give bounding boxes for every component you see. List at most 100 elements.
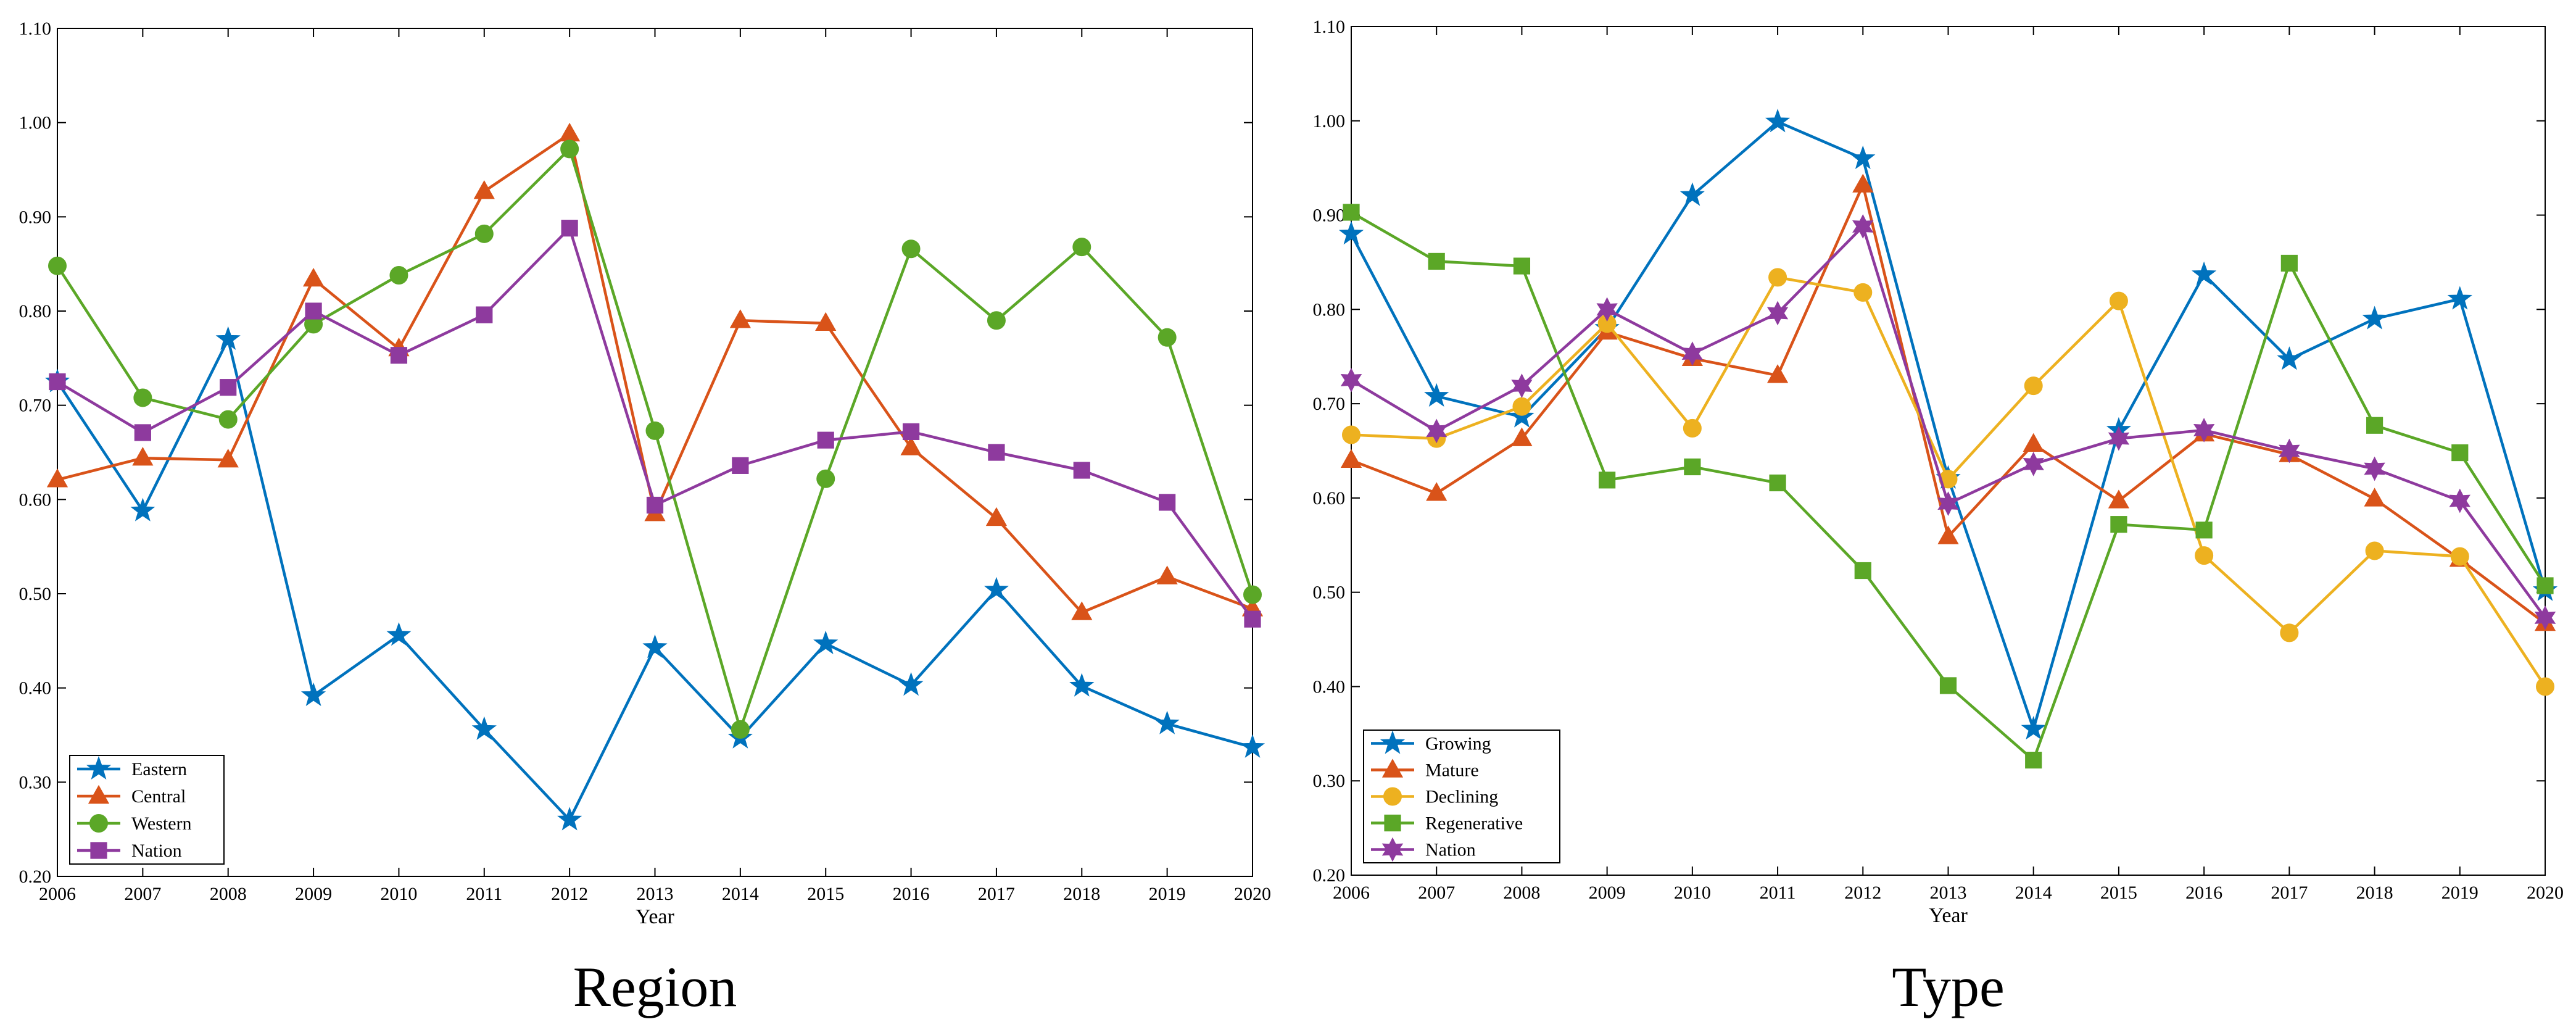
data-point-declining <box>1342 425 1360 444</box>
y-tick-label: 0.80 <box>1313 299 1346 320</box>
x-tick-label: 2016 <box>893 884 930 904</box>
data-point-nation <box>1340 368 1362 393</box>
data-point-eastern <box>130 497 155 522</box>
legend-label-central: Central <box>131 786 186 807</box>
data-point-western <box>1243 585 1262 604</box>
data-point-nation <box>817 431 834 449</box>
series-nation <box>49 220 1261 628</box>
data-point-growing <box>1679 182 1705 206</box>
data-point-nation <box>1073 462 1090 479</box>
data-point-nation <box>2108 426 2130 451</box>
data-point-mature <box>1766 364 1789 383</box>
y-tick-label: 0.80 <box>19 301 52 322</box>
x-tick-label: 2007 <box>124 884 161 904</box>
data-point-western <box>901 239 921 259</box>
series-nation <box>1340 214 2556 630</box>
x-tick-label: 2008 <box>1503 883 1540 903</box>
x-tick-label: 2015 <box>2100 883 2137 903</box>
data-point-nation <box>1244 610 1261 628</box>
data-point-declining <box>1768 268 1787 287</box>
legend-marker-central <box>88 784 110 804</box>
y-tick-label: 1.00 <box>1313 111 1346 131</box>
data-point-mature <box>1937 525 1959 544</box>
data-point-central <box>815 312 837 331</box>
panel-caption: Type <box>1892 955 2005 1018</box>
y-tick-label: 0.40 <box>19 678 52 699</box>
y-tick-label: 0.30 <box>1313 771 1346 791</box>
data-point-regenerative <box>2537 577 2554 594</box>
y-tick-label: 0.90 <box>1313 206 1346 226</box>
data-point-central <box>900 436 922 455</box>
x-tick-label: 2018 <box>1063 884 1100 904</box>
x-tick-label: 2014 <box>722 884 759 904</box>
data-point-nation <box>1852 214 1874 239</box>
data-point-eastern <box>1154 710 1180 734</box>
y-tick-label: 0.40 <box>1313 676 1346 697</box>
x-tick-label: 2010 <box>1674 883 1711 903</box>
data-point-nation <box>561 220 578 237</box>
data-point-regenerative <box>2280 254 2298 272</box>
y-tick-label: 0.50 <box>1313 583 1346 603</box>
data-point-nation <box>1681 341 1704 366</box>
data-point-nation <box>2193 418 2215 443</box>
data-point-eastern <box>300 682 326 707</box>
data-point-nation <box>988 444 1005 461</box>
data-point-mature <box>1426 482 1447 501</box>
x-tick-label: 2008 <box>210 884 247 904</box>
data-point-declining <box>2450 547 2469 566</box>
data-point-western <box>987 311 1006 330</box>
data-point-nation <box>220 379 237 396</box>
data-point-growing <box>2021 716 2046 740</box>
y-tick-label: 0.50 <box>19 584 52 604</box>
data-point-eastern <box>471 716 497 740</box>
y-tick-label: 0.60 <box>1313 488 1346 509</box>
x-tick-label: 2014 <box>2015 883 2052 903</box>
y-tick-label: 0.30 <box>19 772 52 792</box>
series-regenerative <box>1343 204 2554 769</box>
x-axis-title: Year <box>1929 904 1968 927</box>
legend-marker-nation <box>90 842 107 859</box>
data-point-regenerative <box>1939 677 1957 694</box>
legend-label-eastern: Eastern <box>131 759 187 779</box>
x-tick-label: 2017 <box>978 884 1015 904</box>
legend-label-growing: Growing <box>1425 734 1491 754</box>
data-point-nation <box>1596 297 1618 322</box>
data-point-western <box>816 469 835 488</box>
data-point-eastern <box>1069 673 1095 697</box>
data-point-western <box>48 256 67 275</box>
legend-marker-growing <box>1380 730 1406 754</box>
data-point-regenerative <box>2451 444 2469 462</box>
x-tick-label: 2007 <box>1418 883 1455 903</box>
data-point-mature <box>2108 489 2130 509</box>
data-point-mature <box>1340 449 1362 468</box>
data-point-declining <box>1683 418 1702 438</box>
data-point-nation <box>902 423 920 441</box>
data-point-nation <box>1159 494 1176 511</box>
data-point-western <box>1072 238 1091 257</box>
data-point-eastern <box>642 634 668 659</box>
data-point-regenerative <box>1684 458 1701 476</box>
data-point-regenerative <box>1599 472 1616 489</box>
data-point-eastern <box>898 671 924 696</box>
legend-label-mature: Mature <box>1425 760 1479 781</box>
data-point-growing <box>1424 383 1449 407</box>
data-point-regenerative <box>1513 257 1531 275</box>
data-point-western <box>731 720 750 739</box>
chart-panel-region: 0.20 0.30 0.40 0.50 0.60 0.70 0.80 0.90 1.00 1.10… <box>19 19 1272 1018</box>
x-tick-label: 2019 <box>2441 883 2479 903</box>
data-point-nation <box>134 424 151 441</box>
data-point-mature <box>2023 433 2044 452</box>
data-point-central <box>473 180 495 199</box>
data-point-western <box>1158 328 1177 347</box>
data-point-western <box>133 388 152 407</box>
data-point-regenerative <box>1343 204 1360 221</box>
data-point-central <box>1156 565 1178 584</box>
legend-label-western: Western <box>131 813 192 834</box>
legend-marker-western <box>89 814 108 833</box>
data-point-nation <box>305 302 322 320</box>
data-point-growing <box>2362 306 2387 330</box>
data-point-eastern <box>1240 734 1265 758</box>
y-tick-label: 1.10 <box>19 19 52 39</box>
data-point-growing <box>2447 286 2472 310</box>
